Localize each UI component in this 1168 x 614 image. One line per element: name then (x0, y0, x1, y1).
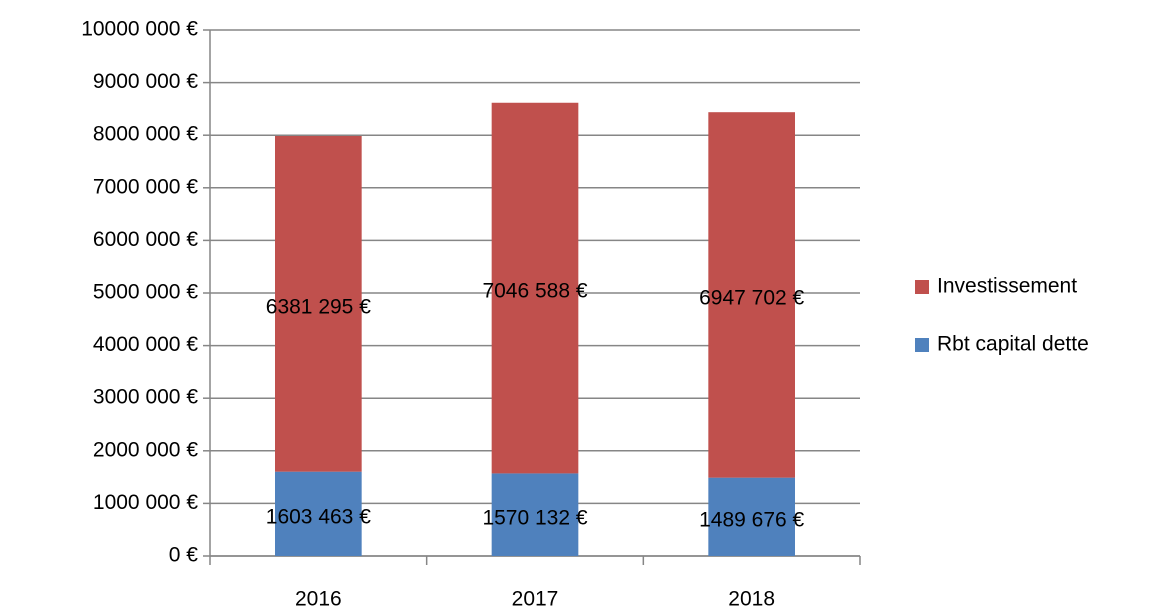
y-tick-label: 8000 000 € (93, 123, 198, 146)
y-tick-label: 10000 000 € (81, 18, 198, 41)
x-tick-label: 2018 (728, 588, 775, 609)
bar-segment (491, 102, 579, 474)
y-tick-label: 1000 000 € (93, 491, 198, 514)
bar-segment (275, 471, 362, 556)
value-label: 6381 295 € (266, 295, 371, 318)
y-tick-label: 5000 000 € (93, 281, 198, 304)
legend-label: Investissement (937, 275, 1077, 298)
value-label: 1603 463 € (266, 505, 371, 528)
x-tick-label: 2016 (295, 588, 342, 609)
y-tick-label: 6000 000 € (93, 228, 198, 251)
value-label: 6947 702 € (699, 286, 804, 309)
bar-segment (708, 477, 795, 556)
legend-swatch (915, 280, 929, 294)
bar-segment (491, 473, 579, 556)
y-tick-label: 4000 000 € (93, 333, 198, 356)
bar-segment (275, 136, 362, 472)
y-tick-label: 2000 000 € (93, 438, 198, 461)
x-tick-label: 2017 (512, 588, 559, 609)
y-tick-label: 7000 000 € (93, 175, 198, 198)
value-label: 1570 132 € (482, 506, 587, 529)
legend-label: Rbt capital dette (937, 333, 1089, 356)
legend-swatch (915, 338, 929, 352)
bar-segment (708, 112, 795, 478)
value-label: 1489 676 € (699, 508, 804, 531)
y-tick-label: 3000 000 € (93, 386, 198, 409)
y-tick-label: 0 € (169, 544, 199, 567)
value-label: 7046 588 € (482, 280, 587, 303)
y-tick-label: 9000 000 € (93, 70, 198, 93)
